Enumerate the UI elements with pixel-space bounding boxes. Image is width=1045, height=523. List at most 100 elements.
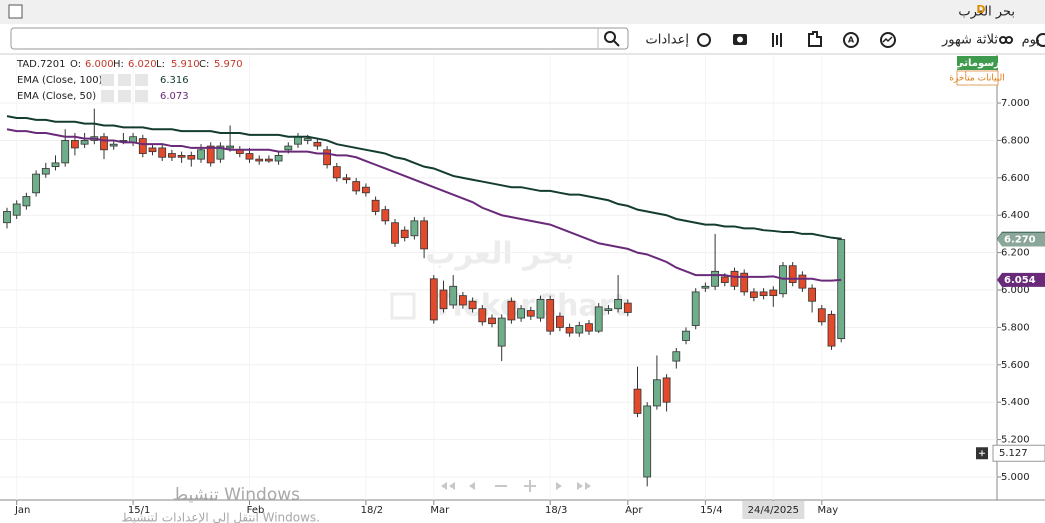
auto-icon[interactable] xyxy=(843,32,859,48)
chart-type-icon[interactable] xyxy=(808,31,822,47)
candle-body xyxy=(352,181,361,192)
y-tick-label: 5.200 xyxy=(1001,435,1030,446)
settings-button[interactable]: إعدادات xyxy=(646,33,689,48)
compare-icon[interactable] xyxy=(880,32,896,48)
x-tick-label: 24/4/2025 xyxy=(748,505,799,516)
candle-body xyxy=(216,145,225,160)
watermark-logo xyxy=(390,292,416,320)
drawings-button[interactable] xyxy=(957,56,998,70)
candle-body xyxy=(381,209,390,222)
y-tick-label: 6.800 xyxy=(1001,135,1030,146)
candle-body xyxy=(837,239,846,340)
candle-body xyxy=(400,229,409,239)
settings-icon[interactable] xyxy=(697,33,711,47)
candle-body xyxy=(575,325,584,334)
indicator-icon[interactable] xyxy=(772,33,782,47)
candle-body xyxy=(12,203,21,216)
candle-body xyxy=(594,306,603,332)
drawings-button-label: رسوماتي xyxy=(954,58,1000,69)
legend-value: 6.073 xyxy=(160,91,189,102)
candle-body xyxy=(51,162,60,168)
candle-body xyxy=(497,317,506,347)
candle-body xyxy=(410,220,419,237)
legend-icon[interactable] xyxy=(135,74,148,86)
candle-body xyxy=(22,196,31,207)
x-tick-label: Feb xyxy=(247,505,265,516)
legend-icon[interactable] xyxy=(101,74,114,86)
candle-body xyxy=(284,145,293,151)
nav-next[interactable] xyxy=(556,482,562,490)
symbol: TAD.7201 xyxy=(16,59,66,70)
x-tick-label: 15/1 xyxy=(128,505,150,516)
candle-body xyxy=(391,222,399,244)
candle-body xyxy=(439,289,448,310)
y-tick-label: 6.600 xyxy=(1001,173,1030,184)
candle-body xyxy=(565,327,574,334)
candle-body xyxy=(788,265,797,283)
period-button[interactable]: يوم xyxy=(1022,33,1041,48)
nav-zoom-out[interactable] xyxy=(495,485,507,487)
legend-field-value: 6.020 xyxy=(128,59,157,70)
search-icon[interactable] xyxy=(604,31,616,43)
crosshair-price-box xyxy=(992,444,1045,462)
y-tick-label: 6.000 xyxy=(1001,285,1030,296)
candle-body xyxy=(361,186,370,194)
nav-zoom-in[interactable] xyxy=(524,480,536,492)
x-tick-label: 18/3 xyxy=(545,505,567,516)
candle-body xyxy=(303,138,312,141)
nav-prev[interactable] xyxy=(469,482,475,490)
candle-body xyxy=(226,145,235,149)
legend-field-key: H: xyxy=(113,59,124,70)
candle-body xyxy=(827,313,836,347)
candle-body xyxy=(653,379,661,407)
legend-icon[interactable] xyxy=(118,90,131,102)
candle-body xyxy=(109,143,118,147)
candle-body xyxy=(817,308,826,323)
candle-body xyxy=(429,278,438,321)
legend-params: (Close, 50) xyxy=(42,91,96,102)
candle-body xyxy=(798,274,807,289)
range-button[interactable]: ثلاثة شهور xyxy=(941,33,998,48)
candle-body xyxy=(759,291,768,297)
candle-body xyxy=(187,155,196,160)
ema-last-value: 6.054 xyxy=(1004,275,1036,286)
candle-body xyxy=(478,308,487,323)
title-bar xyxy=(0,0,1045,24)
watermark-arabic: بحر العرب xyxy=(425,237,574,272)
crosshair-date-box xyxy=(742,501,805,519)
delayed-badge xyxy=(956,70,999,86)
candle-body xyxy=(682,330,690,341)
candle-body xyxy=(206,145,215,164)
legend-field-value: 5.970 xyxy=(214,59,243,70)
candle-body xyxy=(313,141,322,147)
candle-body xyxy=(100,136,108,151)
x-tick-label: Jan xyxy=(14,505,30,516)
candle-body xyxy=(643,405,652,478)
y-tick-label: 5.800 xyxy=(1001,322,1030,333)
nav-first[interactable] xyxy=(441,482,455,490)
window-button[interactable] xyxy=(8,4,23,19)
candle-body xyxy=(720,276,729,283)
candle-body xyxy=(371,199,380,212)
candle-body xyxy=(517,308,525,319)
legend-icon[interactable] xyxy=(135,90,148,102)
candle-body xyxy=(332,166,341,179)
candle-body xyxy=(255,158,264,162)
search-box[interactable] xyxy=(10,27,629,50)
candle-body xyxy=(808,287,816,302)
legend-icon[interactable] xyxy=(101,90,114,102)
candle-body xyxy=(245,153,254,160)
legend-field-key: L: xyxy=(156,59,165,70)
candle-body xyxy=(449,285,458,306)
legend-value: 6.316 xyxy=(160,75,189,86)
legend-icon[interactable] xyxy=(118,74,131,86)
camera-lens xyxy=(737,36,743,43)
candle-body xyxy=(3,211,11,224)
candle-body xyxy=(701,285,710,289)
nav-last[interactable] xyxy=(577,482,591,490)
x-tick-label: 18/2 xyxy=(361,505,383,516)
candle-body xyxy=(458,295,467,306)
candle-body xyxy=(274,155,283,162)
x-tick-label: May xyxy=(817,505,838,516)
